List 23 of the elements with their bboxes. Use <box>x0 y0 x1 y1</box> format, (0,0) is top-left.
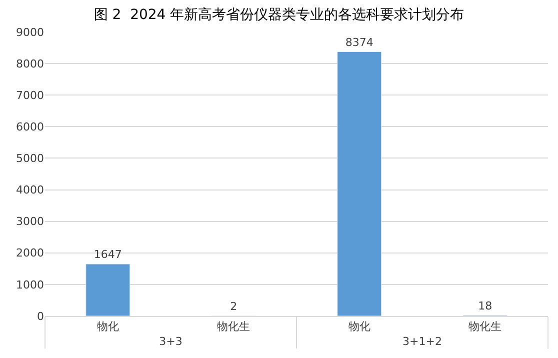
y-tick-label: 9000 <box>16 26 44 39</box>
data-label: 2 <box>230 300 238 313</box>
x-tick-label: 物化生 <box>217 320 250 334</box>
y-tick-label: 3000 <box>16 215 44 228</box>
text: 3+3 <box>159 335 182 348</box>
bar <box>86 264 130 316</box>
y-tick-label: 4000 <box>16 184 44 197</box>
y-tick-label: 5000 <box>16 152 44 166</box>
bar <box>337 52 382 316</box>
y-tick-label: 7000 <box>16 88 44 102</box>
data-label: 18 <box>478 299 492 312</box>
data-label: 1647 <box>94 248 122 262</box>
x-tick-label: 物化 <box>96 320 119 334</box>
y-tick-label: 2000 <box>16 246 44 260</box>
chart-title: 图 2 2024 年新高考省份仪器类专业的各选科要求计划分布 <box>94 6 464 23</box>
y-tick-label: 1000 <box>16 278 44 292</box>
y-tick-label: 6000 <box>16 120 44 134</box>
x-tick-label: 物化 <box>348 320 370 334</box>
x-tick-label: 物化生 <box>468 320 502 334</box>
y-tick-label: 8000 <box>16 57 44 70</box>
data-label: 8374 <box>345 36 374 49</box>
y-tick-label: 0 <box>37 310 44 323</box>
text: 3+1+2 <box>402 335 442 348</box>
